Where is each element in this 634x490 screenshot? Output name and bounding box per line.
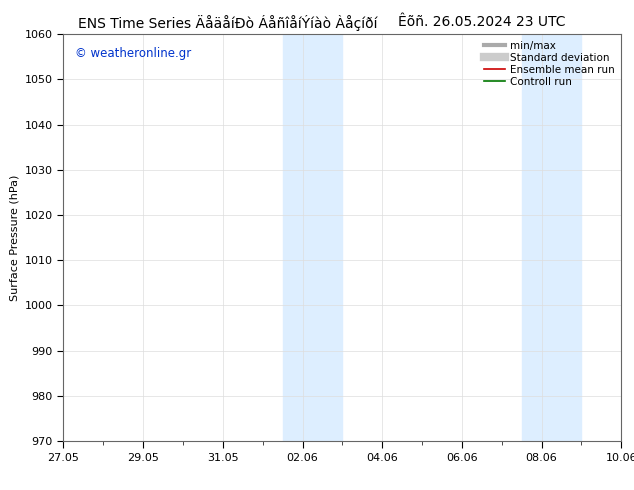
Y-axis label: Surface Pressure (hPa): Surface Pressure (hPa) [10, 174, 19, 301]
Text: ENS Time Series ÄåäåíÐò ÁåñîåíÝíàò Àåçíðí: ENS Time Series ÄåäåíÐò ÁåñîåíÝíàò Àåçíð… [79, 15, 378, 31]
Legend: min/max, Standard deviation, Ensemble mean run, Controll run: min/max, Standard deviation, Ensemble me… [480, 36, 619, 91]
Bar [522, 34, 581, 441]
Bar [283, 34, 342, 441]
Text: Êõñ. 26.05.2024 23 UTC: Êõñ. 26.05.2024 23 UTC [398, 15, 566, 29]
Text: © weatheronline.gr: © weatheronline.gr [75, 47, 191, 59]
